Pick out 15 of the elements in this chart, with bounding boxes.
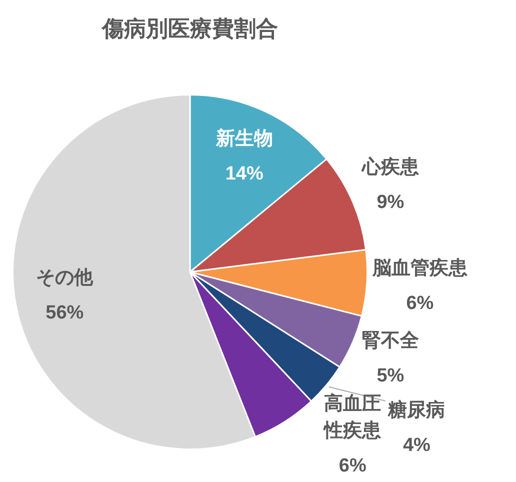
slice-label: 心疾患 xyxy=(360,156,420,178)
slice-label: その他 xyxy=(36,268,94,289)
data-label: 6% xyxy=(338,455,366,476)
slice-label: 糖尿病 xyxy=(387,399,446,422)
slice-label: 脳血管疾患 xyxy=(371,257,468,280)
chart-title: 傷病別医療費割合 xyxy=(100,15,279,43)
data-label: 6% xyxy=(406,293,434,314)
slice-label: 高血圧性疾患 xyxy=(323,392,382,442)
data-label: 5% xyxy=(376,365,404,386)
data-label: 9% xyxy=(376,192,404,213)
data-label: 4% xyxy=(402,435,431,456)
slice-label: 腎不全 xyxy=(362,330,420,352)
data-label: 56% xyxy=(46,302,84,324)
data-label: 14% xyxy=(225,163,264,184)
slice-label: 新生物 xyxy=(214,127,273,150)
